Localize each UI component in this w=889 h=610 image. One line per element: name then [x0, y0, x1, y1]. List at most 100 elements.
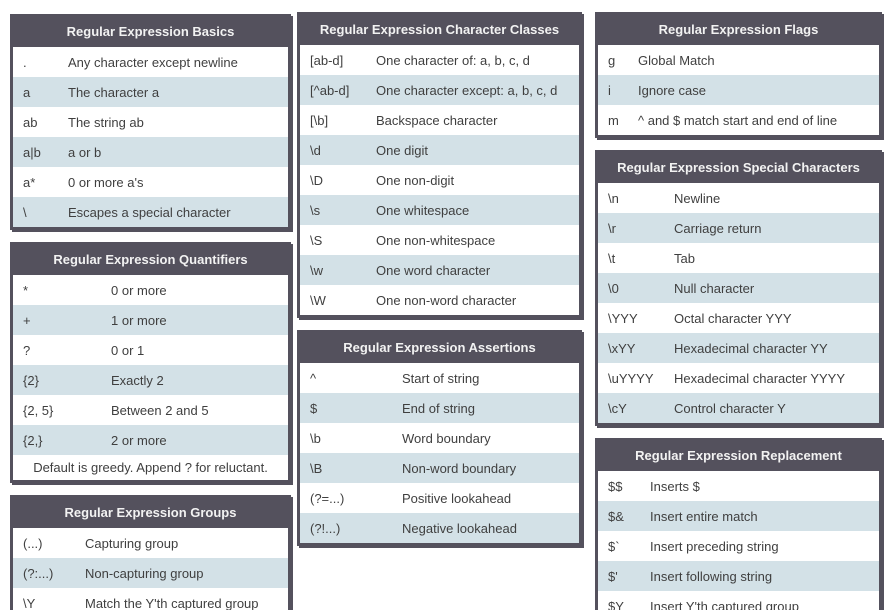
pattern-code: m	[608, 112, 619, 128]
pattern-code: $&	[608, 508, 624, 524]
table-row: a The character a	[13, 77, 288, 107]
pattern-description: Escapes a special character	[68, 204, 231, 220]
table-row: $' Insert following string	[598, 561, 879, 591]
pattern-code: *	[23, 282, 29, 298]
pattern-description: Non-word boundary	[402, 460, 517, 476]
pattern-code: $`	[608, 538, 620, 554]
table-row: m ^ and $ match start and end of line	[598, 105, 879, 135]
pattern-code: \cY	[608, 400, 627, 416]
pattern-code: \D	[310, 172, 323, 188]
table-title: Regular Expression Special Characters	[598, 153, 879, 183]
table-row: [\b] Backspace character	[300, 105, 579, 135]
pattern-description: The character a	[68, 84, 160, 100]
middle-column: Regular Expression Character Classes [ab-…	[297, 12, 582, 558]
pattern-code: \t	[608, 250, 616, 266]
pattern-description: 2 or more	[111, 432, 167, 448]
pattern-code: g	[608, 52, 616, 68]
table-row: {2} Exactly 2	[13, 365, 288, 395]
pattern-description: Hexadecimal character YYYY	[674, 370, 846, 386]
pattern-code: \r	[608, 220, 616, 236]
table-row: * 0 or more	[13, 275, 288, 305]
pattern-code: $	[310, 400, 318, 416]
table-row: g Global Match	[598, 45, 879, 75]
table-title: Regular Expression Assertions	[300, 333, 579, 363]
pattern-description: One non-whitespace	[376, 232, 496, 248]
table-row: $ End of string	[300, 393, 579, 423]
regex-character-classes-table: Regular Expression Character Classes [ab-…	[297, 12, 582, 318]
table-row: \w One word character	[300, 255, 579, 285]
pattern-description: Tab	[674, 250, 695, 266]
pattern-description: One character except: a, b, c, d	[376, 82, 558, 98]
pattern-code: a|b	[23, 144, 41, 160]
table-row: \D One non-digit	[300, 165, 579, 195]
pattern-code: \n	[608, 190, 619, 206]
pattern-description: Insert Y'th captured group	[650, 598, 799, 610]
pattern-description: 0 or more	[111, 282, 167, 298]
table-row: \n Newline	[598, 183, 879, 213]
pattern-code: (?:...)	[23, 565, 54, 581]
pattern-description: Octal character YYY	[674, 310, 792, 326]
table-row: (?=...) Positive lookahead	[300, 483, 579, 513]
table-row: (?:...) Non-capturing group	[13, 558, 288, 588]
pattern-description: Match the Y'th captured group	[85, 595, 259, 610]
table-row: \0 Null character	[598, 273, 879, 303]
table-row: \xYY Hexadecimal character YY	[598, 333, 879, 363]
table-row: a|b a or b	[13, 137, 288, 167]
pattern-code: \d	[310, 142, 321, 158]
regex-quantifiers-table: Regular Expression Quantifiers * 0 or more…	[10, 242, 291, 483]
pattern-description: The string ab	[68, 114, 144, 130]
pattern-code: \w	[310, 262, 323, 278]
table-row: \YYY Octal character YYY	[598, 303, 879, 333]
left-column: Regular Expression Basics. Any character …	[10, 12, 291, 610]
pattern-description: 0 or more a's	[68, 174, 144, 190]
pattern-code: ?	[23, 342, 31, 358]
pattern-description: Ignore case	[638, 82, 706, 98]
pattern-code: (?!...)	[310, 520, 341, 536]
pattern-code: i	[608, 82, 611, 98]
pattern-description: a or b	[68, 144, 102, 160]
pattern-description: Insert entire match	[650, 508, 758, 524]
pattern-code: \uYYYY	[608, 370, 654, 386]
table-row: \uYYYY Hexadecimal character YYYY	[598, 363, 879, 393]
pattern-description: One whitespace	[376, 202, 470, 218]
pattern-code: \s	[310, 202, 321, 218]
pattern-description: 1 or more	[111, 312, 167, 328]
regex-groups-table: Regular Expression Groups (...) Capturing …	[10, 495, 291, 610]
table-row: a* 0 or more a's	[13, 167, 288, 197]
pattern-code: (?=...)	[310, 490, 345, 506]
pattern-code: a*	[23, 174, 36, 190]
pattern-code: +	[23, 312, 31, 328]
table-row: {2, 5} Between 2 and 5	[13, 395, 288, 425]
pattern-description: Insert following string	[650, 568, 773, 584]
table-row: $& Insert entire match	[598, 501, 879, 531]
table-title: Regular Expression Quantifiers	[13, 245, 288, 275]
pattern-code: \B	[310, 460, 323, 476]
pattern-description: Insert preceding string	[650, 538, 779, 554]
pattern-code: \W	[310, 292, 326, 308]
table-title: Regular Expression Groups	[13, 498, 288, 528]
pattern-code: [\b]	[310, 112, 329, 128]
table-row: $` Insert preceding string	[598, 531, 879, 561]
table-title: Regular Expression Character Classes	[300, 15, 579, 45]
pattern-code: ^	[310, 370, 317, 386]
pattern-code: \Y	[23, 595, 36, 610]
table-row: ? 0 or 1	[13, 335, 288, 365]
table-row: \cY Control character Y	[598, 393, 879, 423]
pattern-description: Carriage return	[674, 220, 762, 236]
pattern-code: a	[23, 84, 31, 100]
pattern-description: Word boundary	[402, 430, 491, 446]
table-row: \ Escapes a special character	[13, 197, 288, 227]
regex-replacement-table: Regular Expression Replacement $$ Inserts …	[595, 438, 882, 610]
pattern-description: Null character	[674, 280, 755, 296]
pattern-description: Newline	[674, 190, 721, 206]
pattern-description: Non-capturing group	[85, 565, 204, 581]
pattern-description: Positive lookahead	[402, 490, 512, 506]
table-row: \s One whitespace	[300, 195, 579, 225]
pattern-code: {2, 5}	[23, 402, 54, 418]
table-row: \d One digit	[300, 135, 579, 165]
regex-special-characters-table: Regular Expression Special Characters \n N…	[595, 150, 882, 426]
table-row: ab The string ab	[13, 107, 288, 137]
pattern-description: End of string	[402, 400, 475, 416]
pattern-description: One non-digit	[376, 172, 455, 188]
